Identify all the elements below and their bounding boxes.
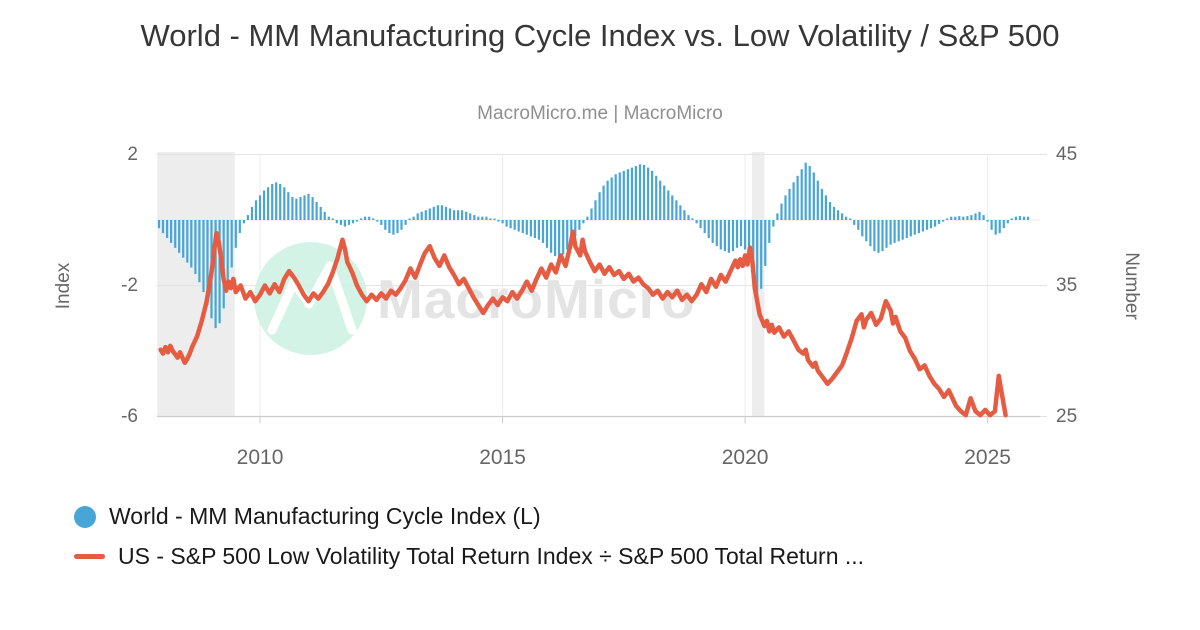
right-axis-tick-label: 45	[1056, 143, 1078, 165]
legend-label: US - S&P 500 Low Volatility Total Return…	[118, 543, 865, 569]
x-axis-tick-label: 2010	[236, 446, 284, 469]
x-axis-tick-label: 2025	[964, 446, 1011, 469]
chart-plot-area[interactable]	[157, 152, 1040, 418]
legend-item-mfg-cycle-index[interactable]: World - MM Manufacturing Cycle Index (L)	[74, 503, 864, 530]
right-axis-title: Number	[1121, 252, 1142, 320]
right-axis-tick-label: 35	[1056, 274, 1078, 296]
legend-circle-marker-icon	[74, 505, 96, 528]
chart-subtitle: MacroMicro.me | MacroMicro	[477, 103, 723, 124]
chart-title: World - MM Manufacturing Cycle Index vs.…	[140, 18, 1060, 53]
x-axis-tick-label: 2020	[721, 446, 769, 469]
left-axis-tick-label: -6	[121, 405, 138, 427]
left-axis-tick-label: -2	[121, 274, 138, 296]
legend-line-marker-icon	[74, 554, 105, 559]
left-axis-tick-label: 2	[127, 143, 138, 165]
left-axis-title: Index	[53, 262, 74, 310]
right-axis-tick-label: 25	[1056, 405, 1078, 427]
legend-item-sp500-lowvol-ratio[interactable]: US - S&P 500 Low Volatility Total Return…	[74, 543, 864, 570]
chart-legend: World - MM Manufacturing Cycle Index (L)…	[74, 503, 864, 570]
x-axis-tick-label: 2015	[479, 446, 526, 469]
legend-label: World - MM Manufacturing Cycle Index (L)	[109, 503, 541, 529]
